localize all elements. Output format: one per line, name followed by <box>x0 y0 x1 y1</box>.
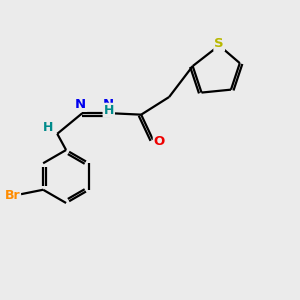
Text: Br: Br <box>4 189 20 202</box>
Text: H: H <box>103 104 114 117</box>
Text: N: N <box>75 98 86 111</box>
Text: O: O <box>154 135 165 148</box>
Text: S: S <box>214 38 224 50</box>
Text: N: N <box>103 98 114 111</box>
Text: H: H <box>43 121 53 134</box>
